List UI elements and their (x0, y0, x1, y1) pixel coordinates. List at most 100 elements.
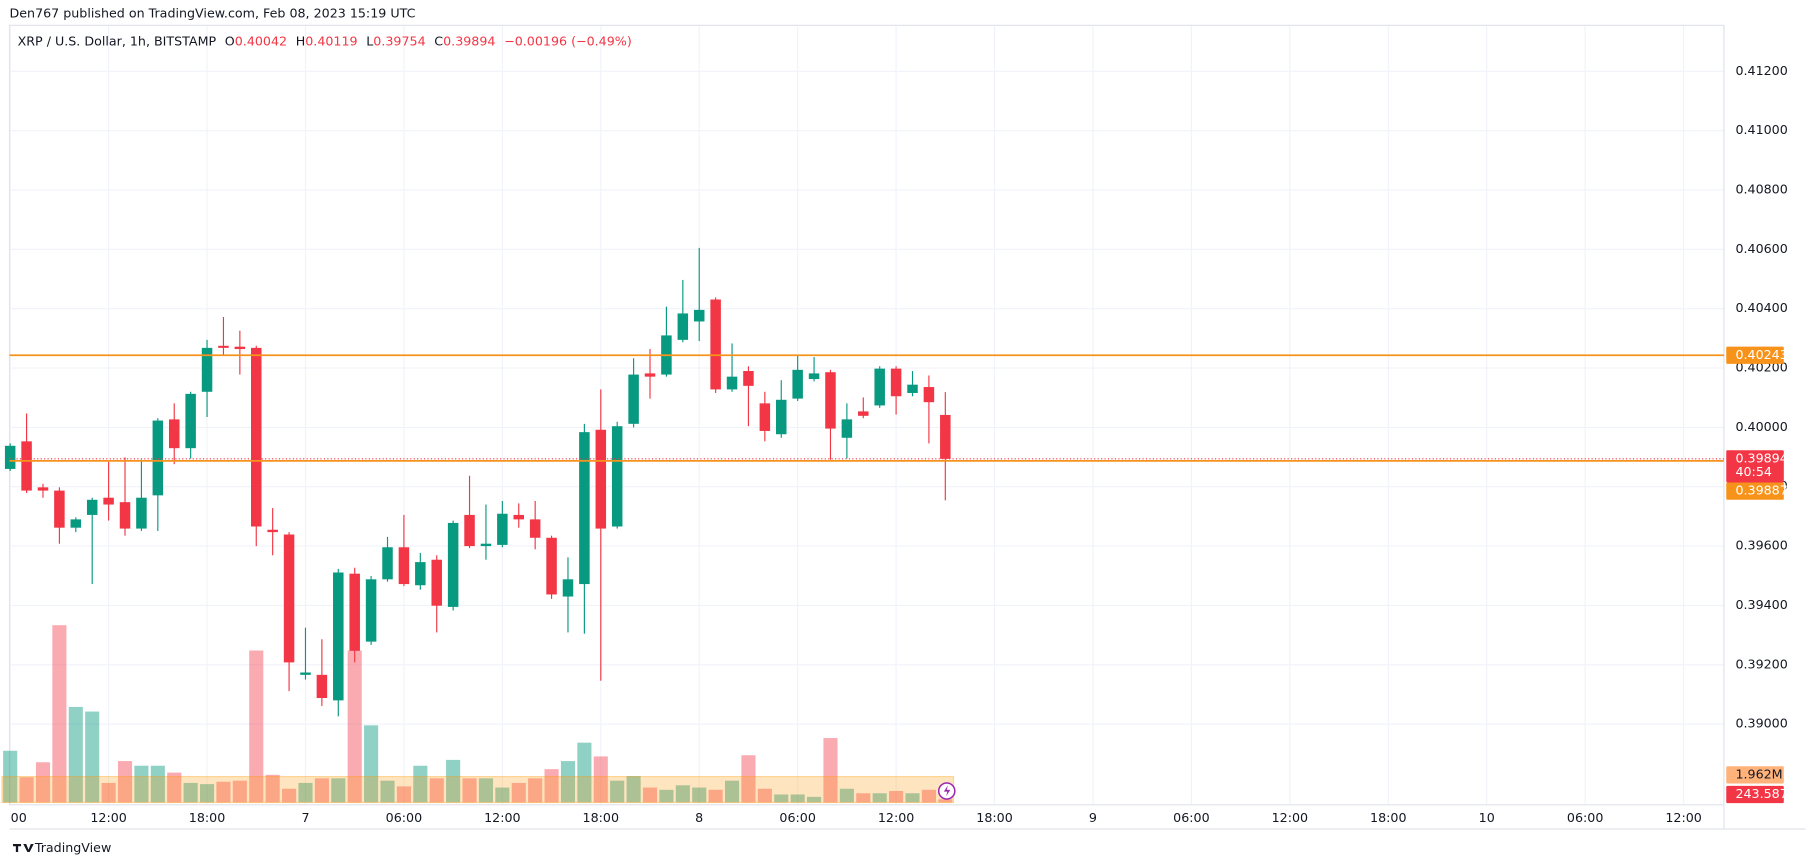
volume-bar (478, 778, 494, 803)
x-tick-label: 06:00 (779, 810, 815, 825)
level-badge-bg (1726, 482, 1784, 500)
last-price-badge-bg (1726, 450, 1784, 483)
level-badge-bg (1726, 346, 1784, 364)
candle-body (398, 547, 410, 585)
y-tick-label: 0.40000 (1735, 419, 1787, 434)
candle-body (677, 313, 689, 340)
volume-bar (380, 780, 395, 803)
symbol: XRP / U.S. Dollar, 1h, BITSTAMP (18, 33, 217, 48)
volume-bar (708, 789, 723, 803)
footer-logo: TradingView (12, 840, 111, 855)
candle-body (858, 411, 869, 416)
volume-bar (724, 780, 740, 803)
volume-bar (511, 782, 526, 803)
x-tick-label: 18:00 (189, 810, 225, 825)
countdown: 40:54 (1735, 464, 1771, 479)
volume-bar (413, 765, 428, 803)
x-tick-label: 8 (695, 810, 703, 825)
y-tick-label: 0.40600 (1735, 241, 1787, 256)
volume-bar (298, 782, 313, 803)
candle-body (349, 573, 360, 651)
x-tick-label: 12:00 (1665, 810, 1701, 825)
volume-bar (790, 794, 805, 803)
volume-bar (364, 725, 379, 803)
volume-bar (68, 706, 83, 803)
volume-bar (314, 778, 329, 803)
candle-body (743, 371, 754, 386)
candle-body (185, 393, 196, 449)
candle-body (693, 309, 705, 322)
level-badge: 0.40243 (1735, 347, 1787, 362)
volume-bar (577, 742, 592, 803)
y-tick-label: 0.40800 (1735, 182, 1787, 197)
volume-bar (692, 787, 707, 803)
volume-bar (117, 761, 133, 803)
ohlc-value: 0.40119 (305, 33, 357, 48)
candle-body (201, 347, 213, 392)
x-tick-label: 06:00 (1567, 810, 1603, 825)
x-tick-label: 12:00 (1272, 810, 1308, 825)
logo-icon (12, 843, 34, 853)
volume-bar (35, 762, 51, 803)
candle-body (759, 403, 771, 431)
candle-body (316, 674, 328, 699)
volume-bar (642, 787, 658, 803)
volume-bar (282, 788, 297, 803)
volume-bar (823, 738, 838, 803)
volume-bar (446, 759, 461, 803)
volume-badge: 243.587K (1735, 786, 1796, 801)
candle-body (644, 373, 656, 377)
candle-body (365, 579, 377, 642)
candle-body (825, 372, 836, 429)
volume-bar (889, 791, 904, 803)
candle-body (726, 376, 738, 390)
candle-body (497, 513, 508, 545)
volume-bar (495, 787, 510, 803)
candle-body (283, 534, 295, 663)
x-tick-label: 7 (301, 810, 309, 825)
volume-bar (544, 769, 559, 803)
alert-icon[interactable] (937, 782, 956, 800)
candle-body (136, 497, 147, 529)
footer-brand: TradingView (34, 840, 111, 855)
candle-body (480, 543, 492, 547)
volume-badge-bg (1726, 785, 1784, 804)
ohlc-value: 0.40042 (235, 33, 287, 48)
x-tick-label: 12:00 (90, 810, 126, 825)
volume-bar (462, 778, 477, 803)
candle-body (923, 387, 935, 403)
volume-bar (101, 782, 116, 803)
alert-bolt[interactable] (943, 785, 951, 797)
volume-bar (610, 780, 625, 803)
volume-bar (626, 776, 641, 803)
y-tick-label: 0.40400 (1735, 300, 1787, 315)
volume-bar (528, 778, 543, 803)
x-tick-label: 10 (1479, 810, 1495, 825)
candle-body (119, 502, 131, 529)
candle-body (447, 522, 459, 607)
x-tick-label: 18:00 (583, 810, 619, 825)
volume-bar (150, 765, 165, 803)
y-tick-label: 0.39400 (1735, 597, 1787, 612)
volume-bar (167, 772, 182, 803)
candle-body (333, 572, 344, 701)
volume-ma-badge: 1.962M (1735, 766, 1782, 781)
candle-body (907, 384, 918, 393)
candle-body (168, 419, 180, 449)
candle-body (300, 672, 311, 675)
x-tick-label: 9 (1089, 810, 1097, 825)
legend: XRP / U.S. Dollar, 1h, BITSTAMP O0.40042… (18, 33, 632, 48)
volume-ma-badge-bg (1726, 766, 1784, 784)
candle-body (710, 299, 721, 390)
volume-ma-band (1, 775, 955, 804)
volume-bar (134, 765, 149, 803)
volume-bar (216, 781, 231, 803)
level-badge: 0.39887 (1735, 483, 1787, 498)
volume-bar (938, 799, 953, 803)
candle-body (152, 420, 164, 496)
candle-body (874, 368, 885, 406)
candle-body (218, 345, 229, 348)
